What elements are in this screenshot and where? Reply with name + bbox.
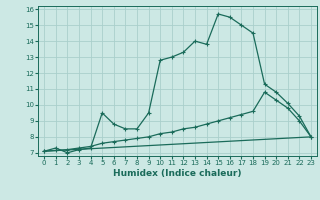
X-axis label: Humidex (Indice chaleur): Humidex (Indice chaleur) — [113, 169, 242, 178]
